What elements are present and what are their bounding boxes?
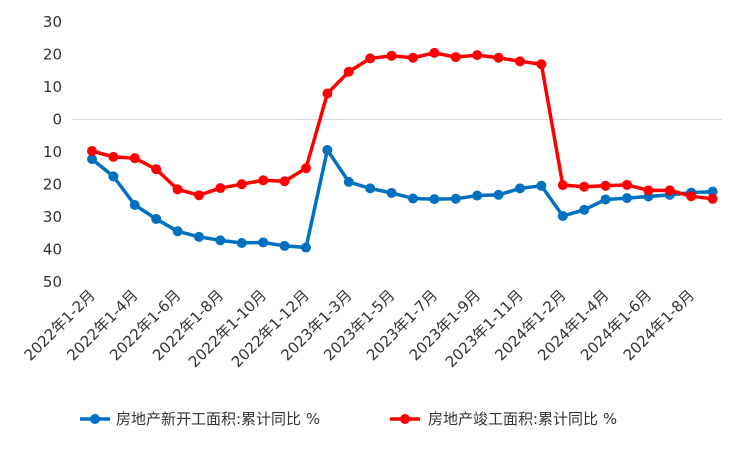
series-1-point [579, 204, 590, 215]
legend-swatch-marker [400, 414, 410, 424]
series-2-point [472, 50, 483, 61]
series-1-point [343, 176, 354, 187]
series-1-line [90, 148, 715, 250]
series-2-point [686, 191, 697, 202]
y-tick-label: 30 [43, 208, 62, 226]
series-1 [87, 145, 718, 253]
series-1-point [622, 193, 632, 204]
series-2-point [129, 153, 140, 164]
series-2-point [172, 184, 183, 195]
series-1-point [129, 199, 140, 210]
series-1-point [215, 235, 226, 246]
series-1-point [386, 187, 397, 198]
series-2-point [536, 59, 547, 70]
series-1-point [707, 186, 718, 197]
series-2-point [236, 179, 247, 190]
series-2-point [151, 164, 162, 175]
y-axis-ticks: 30 20 10 0 10 20 30 40 50 [43, 13, 62, 291]
series-1-point [557, 211, 568, 222]
legend-label: 房地产竣工面积:累计同比 % [428, 410, 617, 428]
y-tick-label: 0 [52, 111, 62, 129]
series-1-point [515, 183, 525, 194]
series-2-point [429, 47, 440, 58]
y-tick-label: 20 [43, 46, 62, 64]
series-1-point [87, 154, 97, 165]
series-1-point [600, 194, 611, 205]
y-tick-label: 50 [43, 273, 62, 291]
x-axis-ticks: 2022年1-2月2022年1-4月2022年1-6月2022年1-8月2022… [21, 286, 698, 371]
series-1-point [194, 231, 204, 242]
series-2-point [557, 180, 568, 191]
series-layer [87, 47, 718, 253]
y-tick-label: 10 [43, 143, 62, 161]
legend: 房地产新开工面积:累计同比 % 房地产竣工面积:累计同比 % [80, 410, 617, 428]
series-2-point [515, 56, 525, 67]
series-1-point [536, 180, 547, 191]
series-2-line [90, 51, 715, 201]
series-2-point [301, 163, 311, 174]
series-2-point [386, 50, 397, 61]
series-1-point [322, 145, 333, 156]
series-1-point [236, 238, 247, 248]
series-1-point [172, 226, 183, 237]
series-2-point [622, 179, 632, 190]
series-2-point [600, 180, 611, 191]
series-2-point [87, 146, 97, 157]
series-2-point [408, 52, 418, 63]
series-1-point [301, 242, 311, 253]
series-1-point [365, 183, 376, 194]
series-2-point [322, 88, 333, 99]
series-1-point [450, 193, 461, 204]
series-2 [87, 47, 718, 204]
series-2-point [215, 183, 226, 194]
series-2-point [343, 66, 354, 77]
series-2-point [258, 175, 269, 186]
series-1-point [493, 189, 504, 200]
series-2-point [194, 190, 204, 201]
series-2-point [365, 53, 376, 64]
series-1-point [108, 171, 119, 182]
series-2-point [279, 176, 290, 187]
legend-swatch-marker [90, 414, 100, 424]
series-2-point [108, 151, 119, 162]
series-2-point [450, 52, 461, 63]
series-1-point [429, 194, 440, 205]
legend-label: 房地产新开工面积:累计同比 % [116, 410, 320, 428]
series-1-point [258, 237, 269, 248]
series-1-point [151, 213, 162, 224]
series-2-point [579, 181, 590, 192]
series-2-point [643, 185, 654, 196]
series-2-point [493, 52, 504, 63]
series-1-point [472, 190, 483, 201]
y-tick-label: 40 [43, 241, 62, 259]
series-1-point [408, 193, 418, 204]
y-tick-label: 30 [43, 13, 62, 31]
legend-item-1: 房地产新开工面积:累计同比 % [80, 410, 320, 428]
y-tick-label: 10 [43, 78, 62, 96]
y-tick-label: 20 [43, 176, 62, 194]
series-1-point [279, 240, 290, 251]
series-2-point [664, 185, 675, 196]
legend-item-2: 房地产竣工面积:累计同比 % [390, 410, 617, 428]
series-2-point [707, 193, 718, 204]
